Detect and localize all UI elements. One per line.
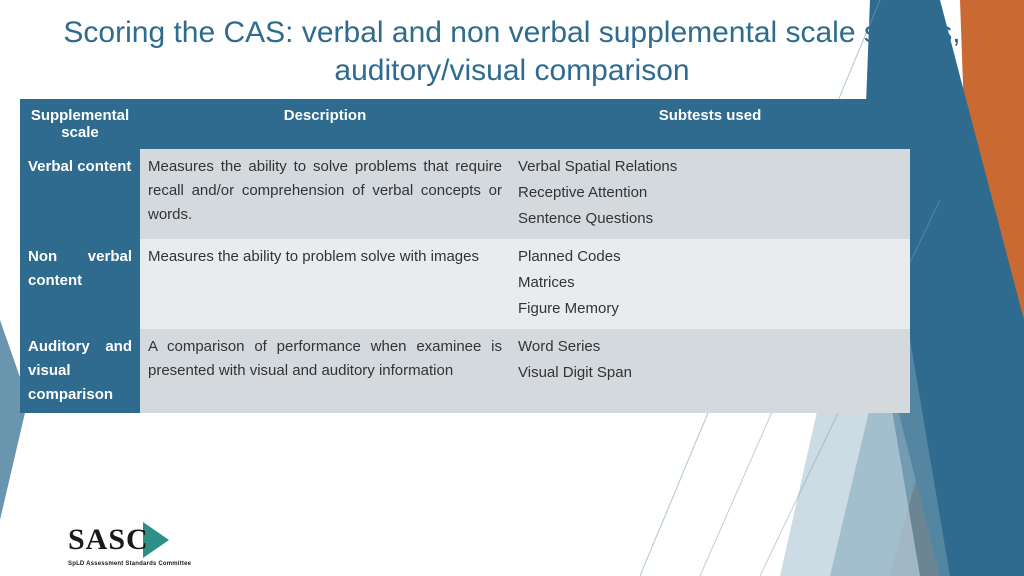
row-scale-label: Auditory and visual comparison [20, 329, 140, 413]
subtest-item: Figure Memory [518, 297, 902, 321]
row-scale-label: Verbal content [20, 149, 140, 239]
col-header-sub: Subtests used [510, 99, 910, 149]
row-description: Measures the ability to solve problems t… [140, 149, 510, 239]
subtest-item: Sentence Questions [518, 207, 902, 231]
subtest-item: Planned Codes [518, 245, 902, 269]
subtest-item: Matrices [518, 271, 902, 295]
slide-title: Scoring the CAS: verbal and non verbal s… [0, 0, 1024, 95]
row-subtests: Planned CodesMatricesFigure Memory [510, 239, 910, 329]
scores-table: Supplemental scale Description Subtests … [20, 99, 910, 413]
subtest-item: Receptive Attention [518, 181, 902, 205]
table-row: Non verbal contentMeasures the ability t… [20, 239, 910, 329]
subtest-item: Verbal Spatial Relations [518, 155, 902, 179]
sasc-logo: SASC SpLD Assessment Standards Committee [68, 522, 169, 558]
row-scale-label: Non verbal content [20, 239, 140, 329]
row-description: A comparison of performance when examine… [140, 329, 510, 413]
col-header-desc: Description [140, 99, 510, 149]
subtest-item: Visual Digit Span [518, 361, 902, 385]
table-header-row: Supplemental scale Description Subtests … [20, 99, 910, 149]
col-header-scale: Supplemental scale [20, 99, 140, 149]
row-description: Measures the ability to problem solve wi… [140, 239, 510, 329]
logo-subtext: SpLD Assessment Standards Committee [68, 561, 228, 567]
table-row: Auditory and visual comparisonA comparis… [20, 329, 910, 413]
table-row: Verbal contentMeasures the ability to so… [20, 149, 910, 239]
logo-text: SASC SpLD Assessment Standards Committee [68, 523, 149, 557]
row-subtests: Verbal Spatial RelationsReceptive Attent… [510, 149, 910, 239]
row-subtests: Word SeriesVisual Digit Span [510, 329, 910, 413]
subtest-item: Word Series [518, 335, 902, 359]
